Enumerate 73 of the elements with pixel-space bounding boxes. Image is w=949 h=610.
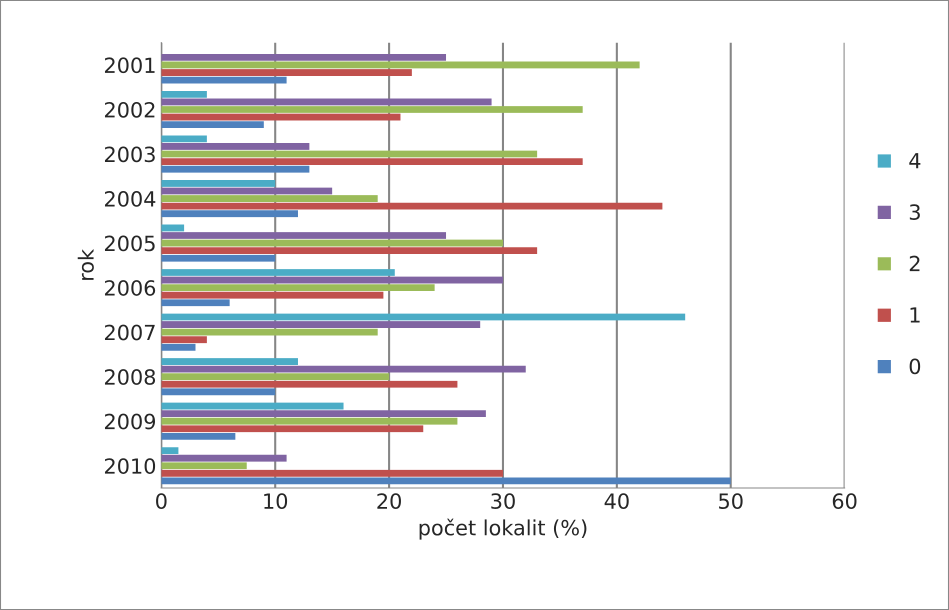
- bar: [161, 180, 276, 187]
- bar: [161, 432, 236, 440]
- bar: [161, 114, 400, 120]
- y-tick-label: 2010: [104, 458, 156, 474]
- bar: [161, 410, 486, 418]
- bar: [161, 388, 276, 396]
- bar: [161, 232, 446, 239]
- bar: [161, 90, 207, 98]
- bar: [161, 210, 298, 218]
- bar: [161, 321, 480, 328]
- x-tick-label: 50: [719, 493, 743, 509]
- bar: [161, 447, 178, 454]
- bar: [161, 150, 538, 158]
- bar: [161, 240, 503, 246]
- bar: [161, 106, 583, 113]
- bar: [161, 188, 332, 194]
- bar: [161, 314, 686, 320]
- bar: [161, 54, 446, 61]
- bar: [161, 336, 207, 344]
- x-tick-label: 10: [264, 493, 288, 509]
- bar: [161, 344, 196, 351]
- x-axis-title: počet lokalit (%): [420, 518, 586, 540]
- bar: [161, 224, 184, 232]
- y-tick-label: 2009: [104, 414, 156, 430]
- bar: [161, 62, 640, 68]
- bar: [161, 380, 458, 388]
- bar: [161, 202, 662, 210]
- x-tick-label: 20: [377, 493, 401, 509]
- y-tick-label: 2003: [104, 146, 155, 162]
- bar: [161, 195, 378, 202]
- bar: [161, 299, 230, 306]
- legend-label: 0: [910, 358, 920, 374]
- bar: [161, 328, 378, 336]
- legend-label: 1: [910, 307, 920, 323]
- bar: [161, 76, 287, 84]
- x-tick-label: 0: [156, 493, 167, 509]
- bar: [161, 98, 492, 106]
- bar: [161, 462, 247, 470]
- bar: [161, 454, 287, 462]
- bar: [161, 143, 310, 150]
- bar: [161, 135, 207, 142]
- bar: [161, 366, 526, 373]
- bar: [161, 373, 390, 380]
- x-tick-label: 30: [491, 493, 515, 509]
- y-tick-label: 2006: [104, 280, 156, 296]
- bar: [161, 358, 298, 365]
- bar: [161, 158, 583, 165]
- x-tick-label: 60: [832, 493, 856, 509]
- bar: [161, 477, 731, 484]
- bar: [161, 254, 276, 262]
- bar: [161, 425, 424, 432]
- y-tick-label: 2007: [104, 324, 155, 340]
- bar: [161, 418, 458, 425]
- legend-label: 2: [910, 256, 920, 272]
- x-tick-label: 40: [604, 493, 629, 509]
- legend-label: 4: [909, 153, 920, 168]
- legend-label: 3: [910, 204, 920, 220]
- bar: [161, 121, 264, 128]
- y-axis-title: rok: [78, 248, 94, 280]
- bar: [161, 402, 344, 410]
- bar: [161, 292, 384, 299]
- y-tick-label: 2002: [104, 102, 154, 118]
- bar: [161, 269, 395, 276]
- bar: [161, 69, 412, 76]
- bar: [161, 276, 503, 284]
- bar: [161, 166, 310, 173]
- y-tick-label: 2008: [104, 369, 156, 385]
- y-tick-label: 2005: [104, 236, 155, 252]
- y-tick-label: 2004: [104, 191, 156, 207]
- y-tick-label: 2001: [104, 57, 155, 74]
- bar: [161, 470, 503, 477]
- bar: [161, 247, 538, 254]
- bar: [161, 284, 435, 292]
